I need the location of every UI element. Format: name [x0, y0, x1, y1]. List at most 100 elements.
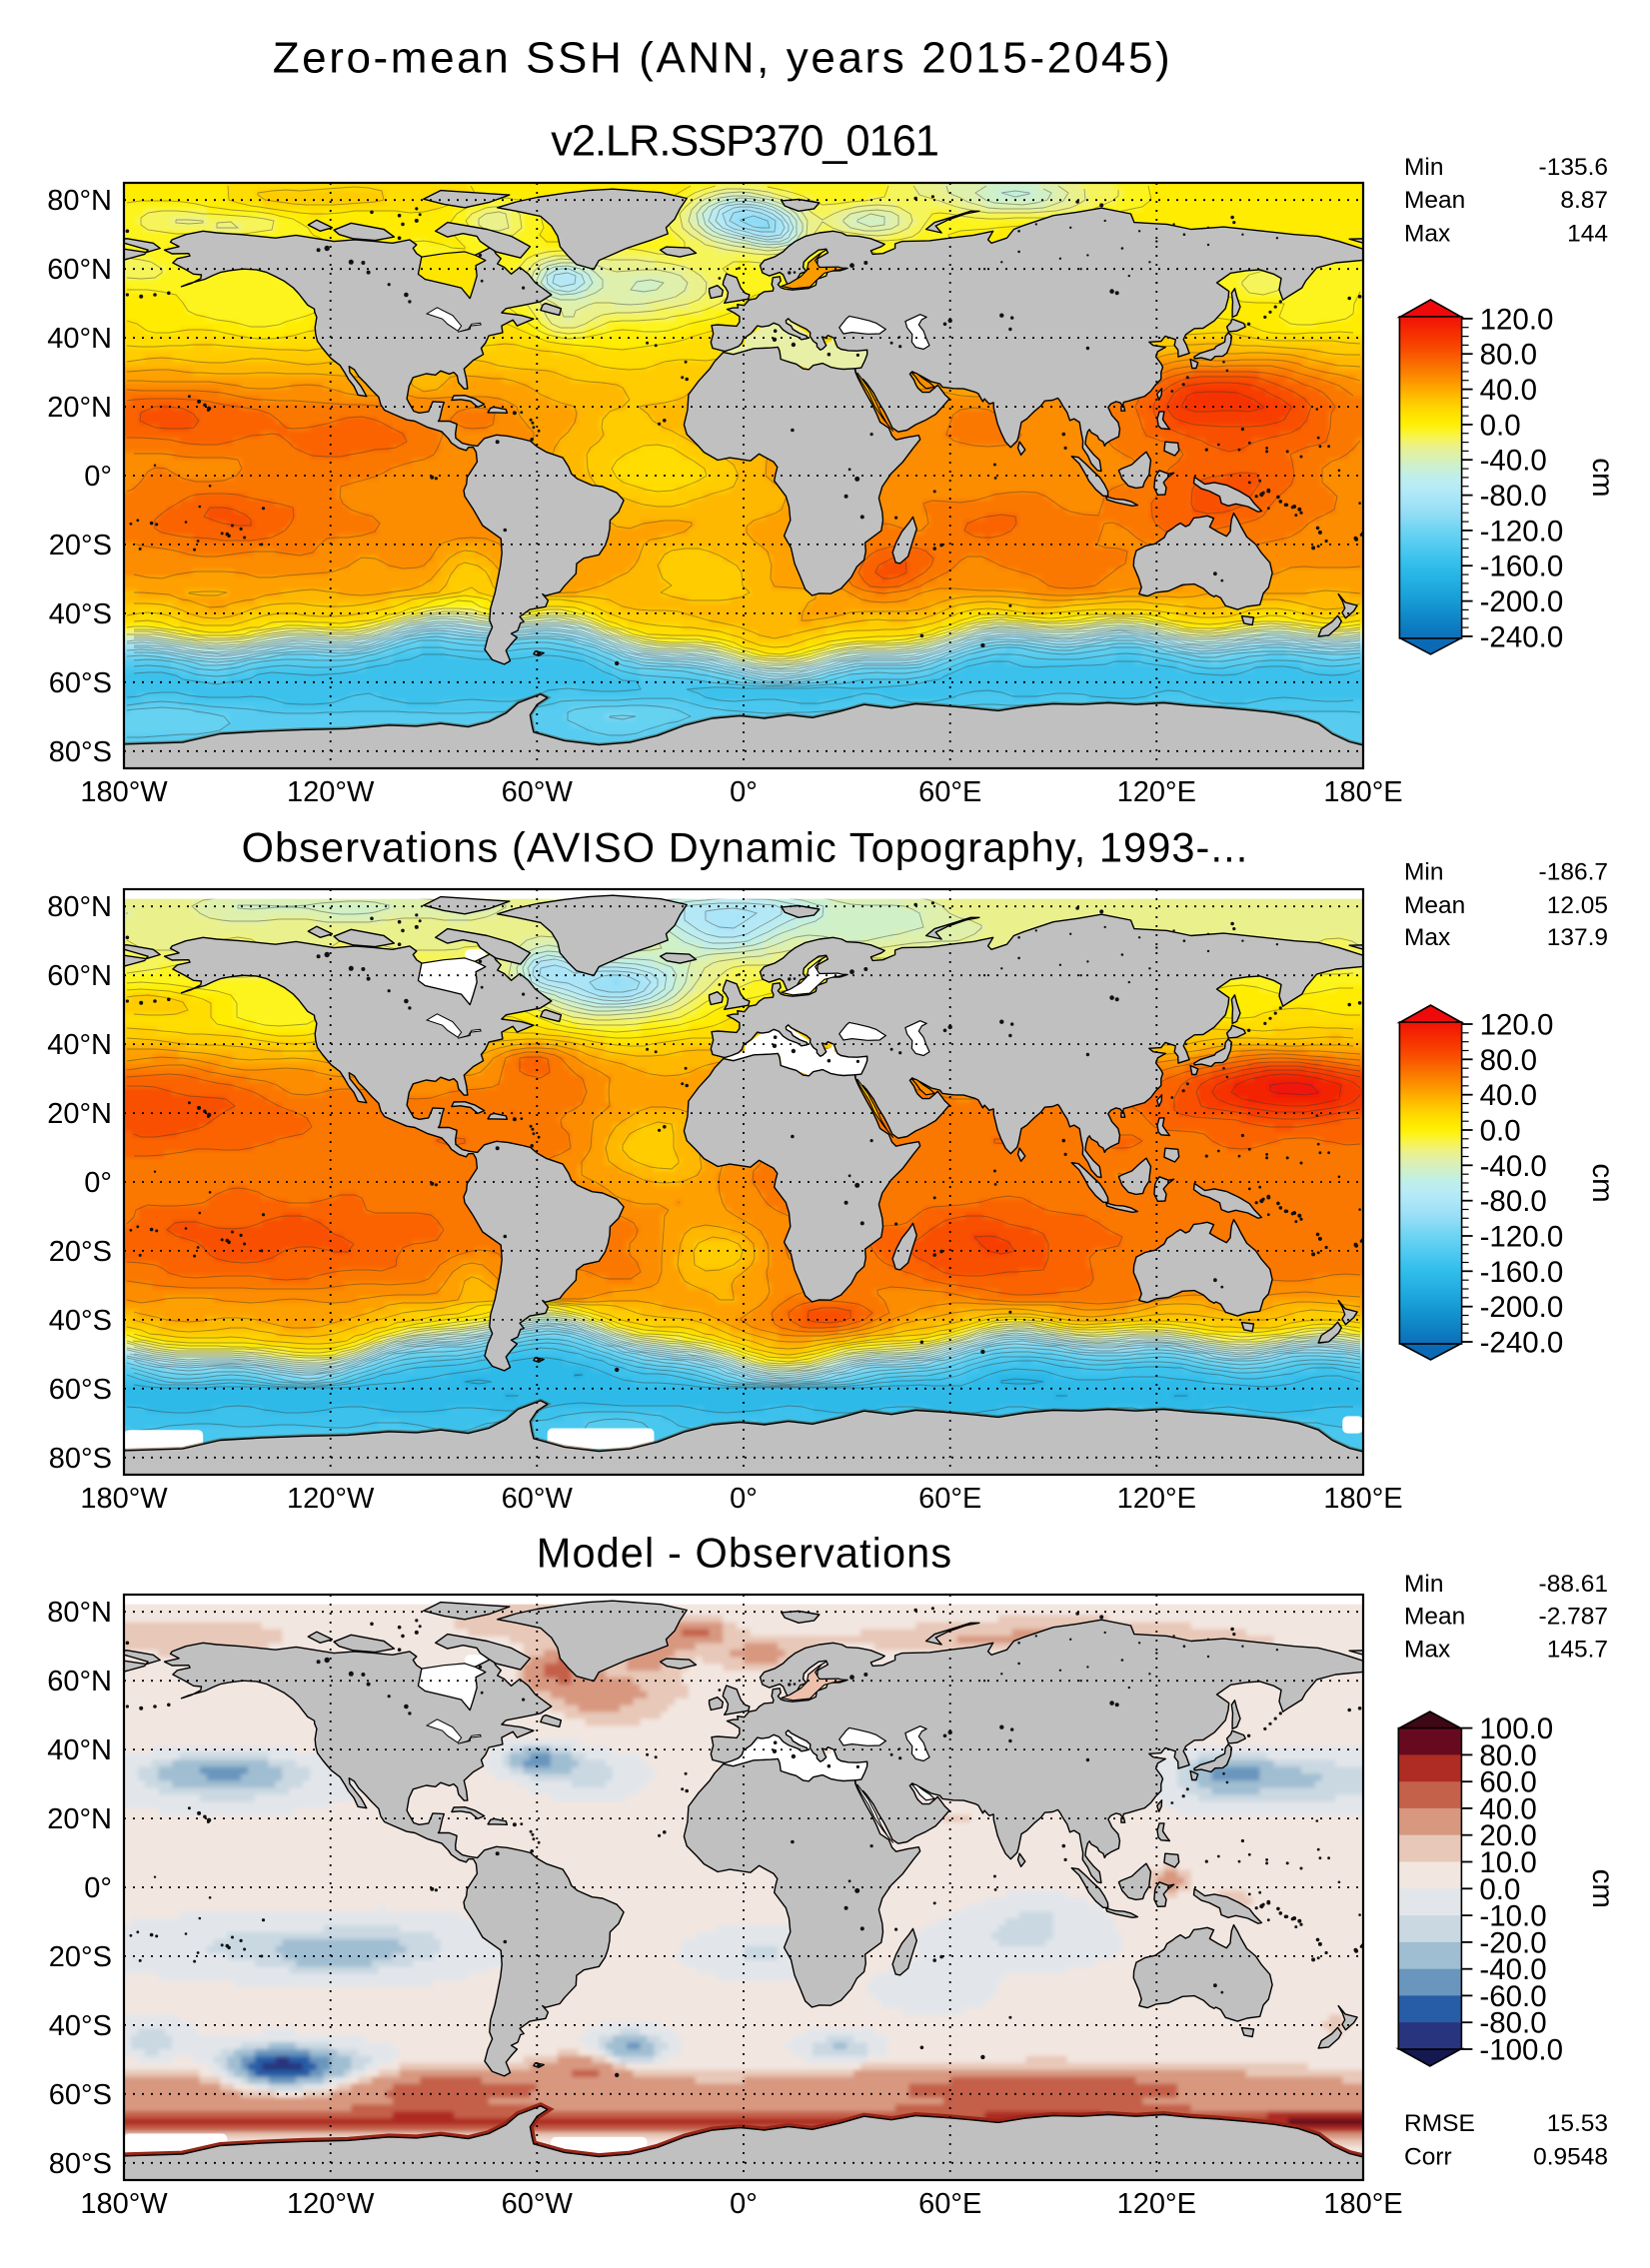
svg-text:80.0: 80.0 [1480, 339, 1537, 372]
svg-text:180°W: 180°W [80, 776, 168, 808]
svg-text:-88.61: -88.61 [1539, 1571, 1608, 1598]
svg-text:Max: Max [1404, 1636, 1450, 1663]
svg-text:40.0: 40.0 [1480, 374, 1537, 407]
svg-text:-160.0: -160.0 [1480, 551, 1564, 583]
svg-text:40°N: 40°N [47, 1734, 112, 1766]
svg-text:40°S: 40°S [49, 1305, 112, 1337]
svg-text:80°N: 80°N [47, 185, 112, 217]
svg-text:Zero-mean SSH (ANN, years 2015: Zero-mean SSH (ANN, years 2015-2045) [273, 34, 1173, 83]
svg-text:40°S: 40°S [49, 2010, 112, 2042]
svg-text:-135.6: -135.6 [1539, 154, 1608, 181]
svg-text:Corr: Corr [1404, 2143, 1452, 2170]
svg-text:Min: Min [1404, 1571, 1443, 1598]
svg-text:v2.LR.SSP370_0161: v2.LR.SSP370_0161 [551, 118, 938, 166]
svg-text:RMSE: RMSE [1404, 2110, 1475, 2137]
svg-text:40.0: 40.0 [1480, 1079, 1537, 1112]
svg-text:120°W: 120°W [287, 1483, 375, 1515]
svg-text:Mean: Mean [1404, 1604, 1465, 1631]
svg-text:0°: 0° [84, 1872, 112, 1904]
svg-text:Max: Max [1404, 220, 1450, 247]
svg-text:80°S: 80°S [49, 1443, 112, 1475]
svg-text:15.53: 15.53 [1547, 2110, 1608, 2137]
svg-text:20°N: 20°N [47, 1098, 112, 1130]
svg-text:40°N: 40°N [47, 1029, 112, 1061]
svg-text:60°N: 60°N [47, 960, 112, 992]
svg-text:80°S: 80°S [49, 2148, 112, 2180]
svg-text:60°E: 60°E [918, 1483, 981, 1515]
svg-text:120°E: 120°E [1117, 2188, 1196, 2220]
svg-text:Min: Min [1404, 154, 1443, 181]
svg-text:-60.0: -60.0 [1479, 1980, 1546, 2013]
svg-text:-120.0: -120.0 [1480, 1221, 1564, 1254]
svg-text:20.0: 20.0 [1479, 1819, 1536, 1852]
svg-text:-240.0: -240.0 [1480, 620, 1564, 653]
svg-text:60°W: 60°W [502, 776, 574, 808]
svg-text:0°: 0° [730, 776, 758, 808]
svg-text:120°W: 120°W [287, 776, 375, 808]
svg-text:60°S: 60°S [49, 667, 112, 699]
svg-text:120°E: 120°E [1117, 1483, 1196, 1515]
svg-text:80°N: 80°N [47, 891, 112, 923]
svg-text:120.0: 120.0 [1480, 1009, 1554, 1042]
svg-text:20°N: 20°N [47, 1803, 112, 1835]
svg-text:0.9548: 0.9548 [1533, 2143, 1608, 2170]
svg-text:60°N: 60°N [47, 1666, 112, 1698]
svg-text:80.0: 80.0 [1480, 1044, 1537, 1077]
svg-text:Mean: Mean [1404, 892, 1465, 919]
svg-text:0.0: 0.0 [1480, 409, 1521, 442]
svg-text:cm: cm [1586, 1163, 1619, 1202]
svg-text:-120.0: -120.0 [1480, 515, 1564, 548]
svg-text:8.87: 8.87 [1560, 187, 1608, 214]
svg-text:80°N: 80°N [47, 1597, 112, 1629]
svg-text:0.0: 0.0 [1479, 1873, 1520, 1906]
svg-text:60°N: 60°N [47, 254, 112, 286]
svg-text:180°W: 180°W [80, 1483, 168, 1515]
svg-text:12.05: 12.05 [1547, 892, 1608, 919]
svg-text:180°W: 180°W [80, 2188, 168, 2220]
svg-text:60°S: 60°S [49, 1374, 112, 1406]
svg-text:80°S: 80°S [49, 736, 112, 768]
svg-text:0°: 0° [84, 461, 112, 493]
svg-text:20°S: 20°S [49, 530, 112, 562]
svg-text:0.0: 0.0 [1480, 1115, 1521, 1148]
svg-text:Model - Observations: Model - Observations [537, 1530, 952, 1577]
svg-text:60°W: 60°W [502, 2188, 574, 2220]
svg-text:0°: 0° [730, 1483, 758, 1515]
svg-text:60°E: 60°E [918, 2188, 981, 2220]
svg-text:-80.0: -80.0 [1479, 2007, 1546, 2040]
svg-text:-40.0: -40.0 [1480, 445, 1547, 478]
svg-text:180°E: 180°E [1323, 2188, 1402, 2220]
svg-text:20°N: 20°N [47, 392, 112, 424]
svg-text:Min: Min [1404, 859, 1443, 886]
svg-text:Observations (AVISO Dynamic To: Observations (AVISO Dynamic Topography, … [242, 824, 1249, 871]
svg-text:Max: Max [1404, 924, 1450, 951]
svg-text:-20.0: -20.0 [1479, 1926, 1546, 1959]
svg-text:0°: 0° [84, 1167, 112, 1199]
svg-text:137.9: 137.9 [1547, 924, 1608, 951]
svg-text:60.0: 60.0 [1479, 1766, 1536, 1799]
svg-text:40.0: 40.0 [1479, 1792, 1536, 1825]
svg-text:cm: cm [1586, 458, 1619, 497]
svg-text:0°: 0° [730, 2188, 758, 2220]
svg-text:120°W: 120°W [287, 2188, 375, 2220]
svg-text:144: 144 [1567, 220, 1608, 247]
svg-text:cm: cm [1586, 1869, 1619, 1908]
svg-text:145.7: 145.7 [1547, 1636, 1608, 1663]
svg-text:60°E: 60°E [918, 776, 981, 808]
svg-text:-240.0: -240.0 [1480, 1327, 1564, 1360]
svg-text:40°N: 40°N [47, 323, 112, 355]
svg-text:Mean: Mean [1404, 187, 1465, 214]
svg-text:-40.0: -40.0 [1479, 1953, 1546, 1986]
svg-text:20°S: 20°S [49, 1236, 112, 1268]
svg-text:10.0: 10.0 [1479, 1846, 1536, 1879]
svg-text:180°E: 180°E [1323, 776, 1402, 808]
svg-text:-186.7: -186.7 [1539, 859, 1608, 886]
svg-text:120.0: 120.0 [1480, 303, 1554, 336]
svg-text:20°S: 20°S [49, 1941, 112, 1973]
svg-text:-80.0: -80.0 [1480, 1185, 1547, 1218]
svg-text:-2.787: -2.787 [1539, 1604, 1608, 1631]
svg-text:40°S: 40°S [49, 598, 112, 630]
svg-text:60°W: 60°W [502, 1483, 574, 1515]
svg-text:180°E: 180°E [1323, 1483, 1402, 1515]
svg-text:60°S: 60°S [49, 2079, 112, 2111]
